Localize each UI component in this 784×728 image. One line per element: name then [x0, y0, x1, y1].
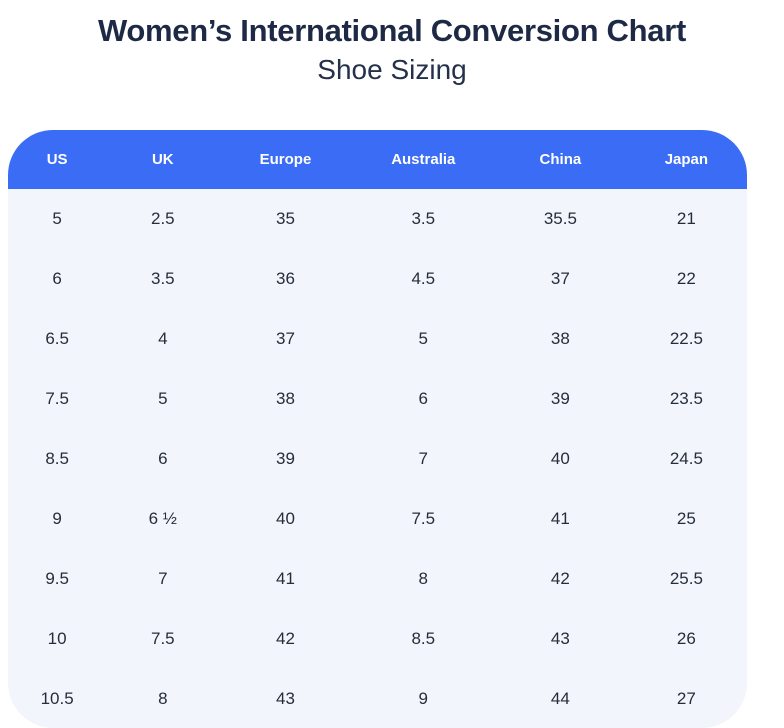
table-cell: 21 [676, 209, 696, 228]
table-cell: 10 [47, 629, 67, 648]
table-cell: 39 [276, 449, 295, 468]
table-cell: 6 [158, 449, 168, 468]
table-row: 6 3.5 36 4.5 37 22 [8, 249, 747, 309]
table-cell: 3.5 [411, 209, 436, 228]
table-row: 7.5 5 38 6 39 23.5 [8, 369, 747, 429]
table-cell: 8.5 [411, 629, 436, 648]
table-cell: 4.5 [411, 269, 436, 288]
table-body: 5 2.5 35 3.5 35.5 21 6 3.5 36 4.5 37 22 6.5 4 37 5 38 22.… [8, 189, 747, 728]
table-cell: 7.5 [150, 629, 175, 648]
table-cell: 27 [676, 689, 696, 708]
table-row: 10 7.5 42 8.5 43 26 [8, 609, 747, 669]
table-row: 5 2.5 35 3.5 35.5 21 [8, 189, 747, 249]
table-cell: 9 [418, 689, 429, 708]
table-cell: 7 [158, 569, 168, 588]
conversion-table-container: US UK Europe Australia China Japan 5 2.5 35 3.5 3… [8, 130, 747, 728]
table-cell: 2.5 [150, 209, 175, 228]
table-cell: 3.5 [150, 269, 175, 288]
table-row: 9.5 7 41 8 42 25.5 [8, 549, 747, 609]
table-cell: 39 [550, 389, 570, 408]
table-row: 8.5 6 39 7 40 24.5 [8, 429, 747, 489]
table-cell: 37 [550, 269, 570, 288]
header-cell-japan: Japan [625, 130, 747, 189]
table-cell: 6 ½ [148, 509, 177, 528]
table-cell: 42 [276, 629, 295, 648]
table-cell: 25 [676, 509, 696, 528]
table-cell: 25.5 [669, 569, 703, 588]
page-subtitle: Shoe Sizing [317, 53, 467, 85]
table-cell: 6 [52, 269, 62, 288]
table-row: 6.5 4 37 5 38 22.5 [8, 309, 747, 369]
table-cell: 23.5 [669, 389, 703, 408]
table-cell: 22 [676, 269, 696, 288]
table-cell: 5 [418, 329, 429, 348]
table-cell: 5 [158, 389, 168, 408]
table-cell: 8.5 [45, 449, 69, 468]
table-cell: 40 [550, 449, 570, 468]
conversion-table: US UK Europe Australia China Japan 5 2.5 35 3.5 3… [8, 130, 747, 728]
table-cell: 43 [276, 689, 295, 708]
table-cell: 35 [276, 209, 295, 228]
page-header: Women’s International Conversion Chart S… [0, 0, 784, 86]
table-cell: 7.5 [45, 389, 69, 408]
table-cell: 35.5 [543, 209, 577, 228]
table-cell: 8 [158, 689, 168, 708]
header-row: US UK Europe Australia China Japan [8, 130, 747, 189]
table-cell: 38 [276, 389, 295, 408]
table-cell: 9 [52, 509, 62, 528]
table-cell: 44 [550, 689, 570, 708]
table-cell: 10.5 [40, 689, 74, 708]
header-cell-uk: UK [106, 130, 220, 189]
table-cell: 41 [276, 569, 295, 588]
table-cell: 8 [418, 569, 429, 588]
table-cell: 26 [676, 629, 696, 648]
table-cell: 36 [276, 269, 295, 288]
table-cell: 4 [158, 329, 168, 348]
table-cell: 22.5 [669, 329, 703, 348]
table-cell: 40 [276, 509, 295, 528]
table-cell: 41 [550, 509, 570, 528]
header-cell-china: China [494, 130, 626, 189]
table-cell: 6.5 [45, 329, 69, 348]
table-cell: 38 [550, 329, 570, 348]
table-cell: 24.5 [669, 449, 703, 468]
table-head: US UK Europe Australia China Japan [8, 130, 747, 189]
table-row: 9 6 ½ 40 7.5 41 25 [8, 489, 747, 549]
header-cell-europe: Europe [219, 130, 352, 189]
table-cell: 7 [418, 449, 429, 468]
table-cell: 7.5 [411, 509, 436, 528]
table-cell: 37 [276, 329, 295, 348]
table-cell: 43 [550, 629, 570, 648]
header-cell-us: US [8, 130, 107, 189]
table-cell: 5 [52, 209, 62, 228]
table-cell: 6 [418, 389, 429, 408]
table-row: 10.5 8 43 9 44 27 [8, 669, 747, 728]
table-cell: 42 [550, 569, 570, 588]
header-cell-australia: Australia [351, 130, 495, 189]
page-title: Women’s International Conversion Chart [97, 13, 686, 48]
table-cell: 9.5 [45, 569, 69, 588]
